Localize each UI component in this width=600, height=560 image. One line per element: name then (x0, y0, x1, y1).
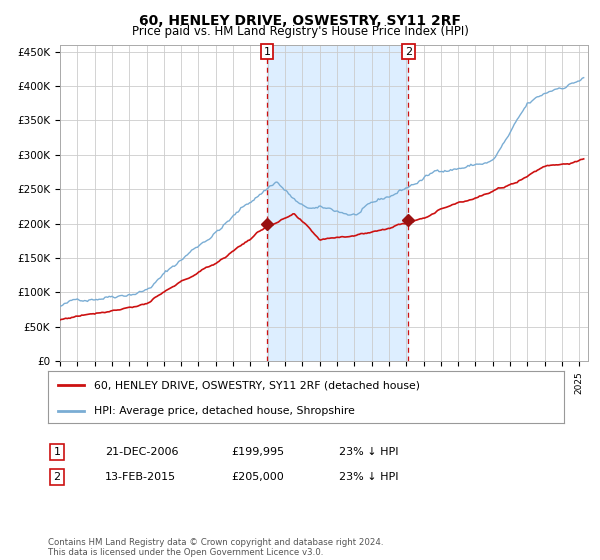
Text: 21-DEC-2006: 21-DEC-2006 (105, 447, 179, 457)
Text: 2: 2 (405, 46, 412, 57)
Text: 60, HENLEY DRIVE, OSWESTRY, SY11 2RF (detached house): 60, HENLEY DRIVE, OSWESTRY, SY11 2RF (de… (94, 380, 421, 390)
Text: HPI: Average price, detached house, Shropshire: HPI: Average price, detached house, Shro… (94, 406, 355, 416)
Text: 23% ↓ HPI: 23% ↓ HPI (339, 472, 398, 482)
Text: Contains HM Land Registry data © Crown copyright and database right 2024.
This d: Contains HM Land Registry data © Crown c… (48, 538, 383, 557)
Text: 1: 1 (53, 447, 61, 457)
Text: 2: 2 (53, 472, 61, 482)
Bar (267, 45, 409, 361)
Text: 1: 1 (264, 46, 271, 57)
Text: £199,995: £199,995 (231, 447, 284, 457)
Text: 23% ↓ HPI: 23% ↓ HPI (339, 447, 398, 457)
Text: Price paid vs. HM Land Registry's House Price Index (HPI): Price paid vs. HM Land Registry's House … (131, 25, 469, 38)
Text: 60, HENLEY DRIVE, OSWESTRY, SY11 2RF: 60, HENLEY DRIVE, OSWESTRY, SY11 2RF (139, 14, 461, 28)
Text: £205,000: £205,000 (231, 472, 284, 482)
Text: 13-FEB-2015: 13-FEB-2015 (105, 472, 176, 482)
